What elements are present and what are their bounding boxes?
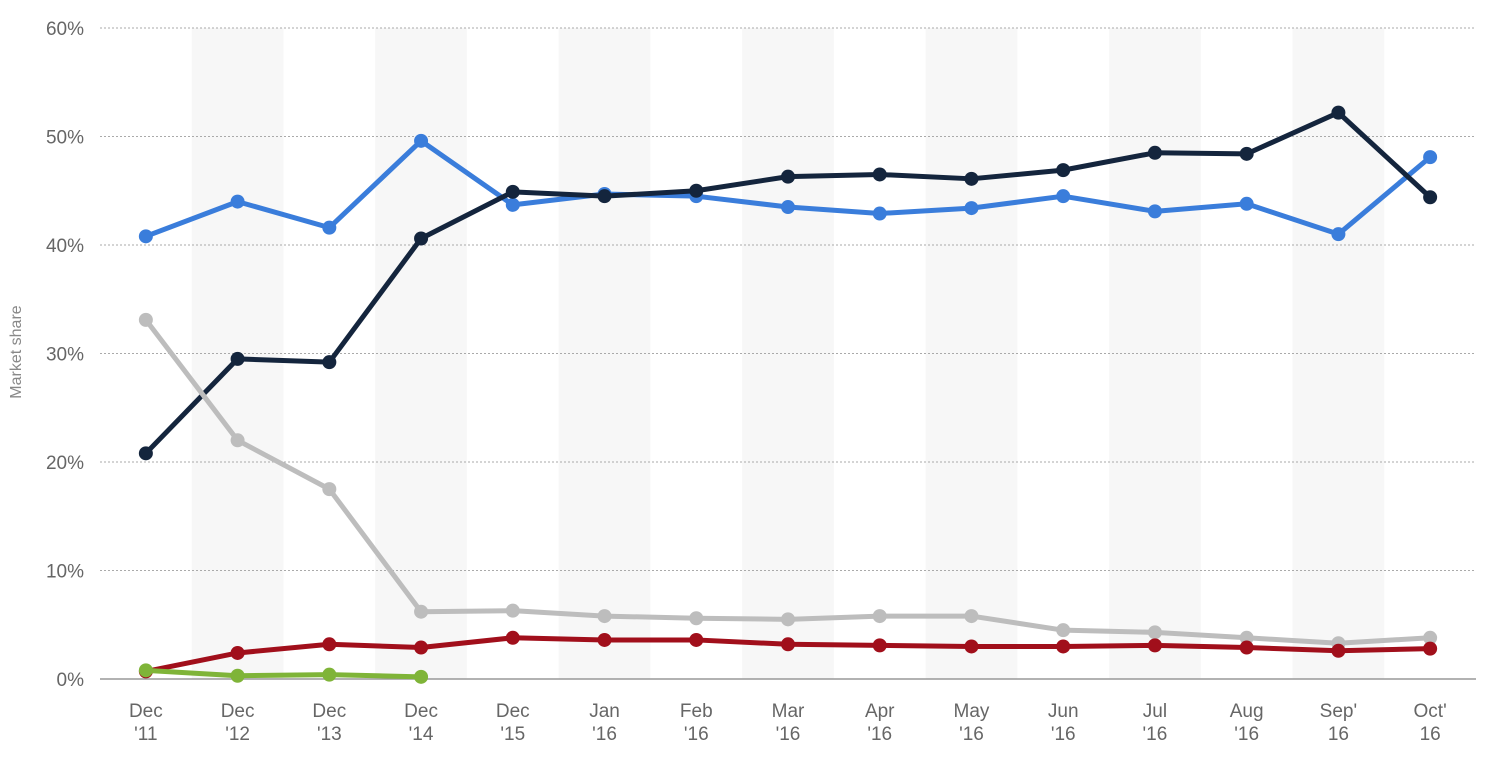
point bbox=[505, 603, 520, 618]
point bbox=[597, 632, 612, 647]
point bbox=[322, 637, 337, 652]
point bbox=[1331, 227, 1346, 242]
x-tick-label: May '16 bbox=[954, 701, 990, 745]
point bbox=[964, 609, 979, 624]
point bbox=[322, 482, 337, 497]
x-tick-label: Mar '16 bbox=[772, 701, 805, 745]
point bbox=[1147, 204, 1162, 219]
point bbox=[1331, 643, 1346, 658]
point bbox=[505, 184, 520, 199]
y-tick-label: 40% bbox=[46, 236, 84, 257]
point bbox=[230, 433, 245, 448]
point bbox=[964, 639, 979, 654]
point bbox=[1239, 146, 1254, 161]
point bbox=[689, 611, 704, 626]
y-tick-label: 60% bbox=[46, 19, 84, 40]
x-tick-label: Dec '15 bbox=[496, 701, 530, 745]
x-tick-label: Jul '16 bbox=[1143, 701, 1168, 745]
y-tick-label: 10% bbox=[46, 562, 84, 583]
point bbox=[1056, 623, 1071, 638]
point bbox=[138, 229, 153, 244]
point bbox=[505, 197, 520, 212]
point bbox=[322, 220, 337, 235]
band bbox=[1109, 28, 1201, 679]
series-line bbox=[145, 667, 422, 680]
band bbox=[925, 28, 1018, 679]
point bbox=[597, 609, 612, 624]
point bbox=[230, 194, 245, 209]
point bbox=[964, 201, 979, 216]
point bbox=[1423, 641, 1438, 656]
x-tick-label: Feb '16 bbox=[680, 701, 713, 745]
point bbox=[414, 669, 429, 684]
point bbox=[1239, 196, 1254, 211]
point bbox=[1331, 105, 1346, 120]
point bbox=[872, 638, 887, 653]
point bbox=[1147, 638, 1162, 653]
x-tick-label: Dec '11 bbox=[129, 701, 163, 745]
point bbox=[689, 632, 704, 647]
point bbox=[781, 200, 795, 215]
point bbox=[138, 446, 153, 461]
x-tick-label: Dec '14 bbox=[404, 701, 438, 745]
point bbox=[414, 231, 429, 246]
x-tick-label: Sep' 16 bbox=[1320, 701, 1357, 745]
point bbox=[230, 351, 245, 366]
y-tick-label: 50% bbox=[46, 128, 84, 149]
point bbox=[1056, 163, 1071, 178]
x-tick-label: Oct' 16 bbox=[1414, 701, 1447, 745]
y-tick-label: 30% bbox=[46, 345, 84, 366]
point bbox=[872, 167, 887, 182]
point bbox=[505, 630, 520, 645]
x-tick-label: Dec '12 bbox=[221, 701, 255, 745]
x-tick-label: Jun '16 bbox=[1048, 701, 1079, 745]
point bbox=[781, 169, 795, 184]
point bbox=[1423, 630, 1438, 645]
point bbox=[872, 206, 887, 221]
point bbox=[781, 612, 795, 627]
point bbox=[322, 667, 337, 682]
point bbox=[414, 640, 429, 655]
x-tick-label: Aug '16 bbox=[1230, 701, 1264, 745]
x-tick-label: Dec '13 bbox=[312, 701, 346, 745]
point bbox=[414, 604, 429, 619]
y-tick-label: 20% bbox=[46, 453, 84, 474]
point bbox=[1239, 630, 1254, 645]
point bbox=[1147, 145, 1162, 160]
point bbox=[781, 637, 795, 652]
point bbox=[138, 663, 153, 678]
x-tick-label: Apr '16 bbox=[865, 701, 895, 745]
point bbox=[230, 668, 245, 683]
point bbox=[689, 183, 704, 198]
y-axis-label: Market share bbox=[8, 305, 25, 398]
point bbox=[1147, 625, 1162, 640]
point bbox=[1056, 189, 1071, 204]
point bbox=[230, 645, 245, 660]
point bbox=[414, 133, 429, 148]
point bbox=[1423, 190, 1438, 205]
point bbox=[322, 355, 337, 370]
point bbox=[138, 312, 153, 327]
point bbox=[1423, 150, 1438, 165]
point bbox=[872, 609, 887, 624]
point bbox=[1239, 640, 1254, 655]
point bbox=[1056, 639, 1071, 654]
x-tick-label: Jan '16 bbox=[589, 701, 620, 745]
point bbox=[964, 171, 979, 186]
point bbox=[597, 189, 612, 204]
y-tick-label: 0% bbox=[57, 670, 85, 691]
